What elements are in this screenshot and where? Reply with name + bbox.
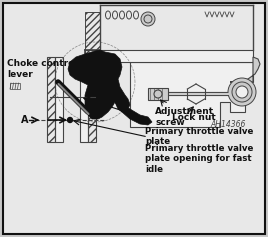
Polygon shape [68,50,130,119]
Bar [85,12,100,62]
Bar [10,83,20,89]
Text: AH14366: AH14366 [210,119,245,128]
Text: Adjustment
screw: Adjustment screw [155,107,214,127]
Circle shape [236,86,248,98]
Circle shape [144,15,152,23]
Text: Primary throttle valve
plate opening for fast
idle: Primary throttle valve plate opening for… [145,144,253,174]
Bar [55,57,63,142]
Bar [148,88,168,100]
Circle shape [141,12,155,26]
Text: Lock nut: Lock nut [172,113,216,122]
Text: Choke control
lever: Choke control lever [7,59,77,79]
Bar [80,57,88,142]
Circle shape [228,78,256,106]
Polygon shape [230,57,260,82]
Text: A: A [20,115,28,125]
Circle shape [154,90,162,98]
Bar [88,57,96,142]
Circle shape [232,82,252,102]
Circle shape [68,118,73,123]
Text: Primary throttle valve
plate: Primary throttle valve plate [145,127,253,146]
Polygon shape [130,62,253,127]
Polygon shape [115,102,152,125]
Bar [85,50,253,62]
Bar [47,57,55,142]
